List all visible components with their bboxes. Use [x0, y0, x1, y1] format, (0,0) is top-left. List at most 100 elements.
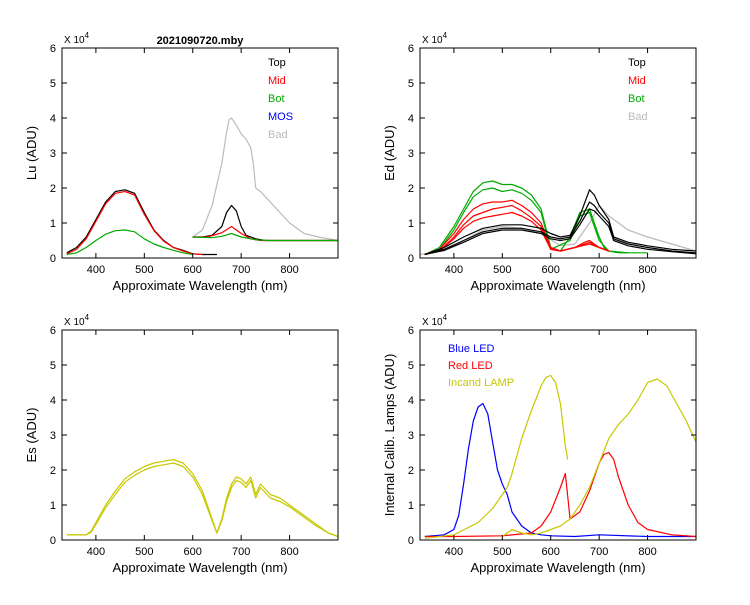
- series-group-lu: [66, 117, 338, 256]
- series-line-bot: [66, 229, 193, 256]
- series-line-bot: [424, 187, 629, 256]
- series-line-red-led: [424, 451, 696, 538]
- legend-item-bad: Bad: [628, 111, 648, 123]
- series-line-blue-led: [424, 402, 696, 538]
- y-tick-label: 1: [50, 500, 56, 512]
- x-axis-label: Approximate Wavelength (nm): [470, 278, 645, 293]
- x-tick-label: 400: [445, 264, 463, 276]
- series-line-mid: [66, 190, 203, 256]
- chart-panel-lu: 400 500 600 700 800 0 1 2 3 4 5 6 X 104 Approximate W…: [24, 31, 339, 293]
- x-tick-label: 700: [232, 546, 250, 558]
- series-line-bot: [424, 180, 648, 256]
- y-axis-label: Es (ADU): [24, 408, 39, 463]
- y-tick-label: 3: [50, 148, 56, 160]
- y-axis-label: Ed (ADU): [382, 125, 397, 181]
- x-tick-label: 400: [87, 546, 105, 558]
- series-line-top: [424, 208, 696, 256]
- y-tick-label: 5: [50, 360, 56, 372]
- legend-item-mos: MOS: [268, 111, 293, 123]
- x-tick-label: 500: [493, 264, 511, 276]
- exponent-label: X 104: [422, 31, 448, 46]
- series-group-ed: [420, 180, 696, 256]
- legend-item-bad: Bad: [268, 129, 288, 141]
- x-tick-label: 800: [280, 546, 298, 558]
- y-tick-label: 3: [408, 430, 414, 442]
- x-tick-label: 600: [542, 264, 560, 276]
- x-tick-label: 500: [493, 546, 511, 558]
- y-tick-label: 0: [408, 253, 414, 265]
- y-tick-label: 1: [408, 500, 414, 512]
- chart-panel-lamps: 400 500 600 700 800 0 1 2 3 4 5 6 X 104 Approximate W…: [382, 313, 697, 575]
- y-tick-label: 2: [408, 183, 414, 195]
- y-tick-label: 4: [408, 395, 414, 407]
- y-axis-label: Lu (ADU): [24, 126, 39, 180]
- x-tick-label: 600: [184, 546, 202, 558]
- series-line-top: [424, 189, 696, 256]
- x-tick-label: 600: [542, 546, 560, 558]
- y-tick-label: 4: [50, 395, 56, 407]
- exponent-power: 4: [443, 313, 448, 322]
- x-tick-label: 400: [87, 264, 105, 276]
- y-tick-label: 2: [50, 465, 56, 477]
- x-tick-label: 800: [638, 546, 656, 558]
- x-tick-label: 700: [590, 264, 608, 276]
- legend-item-bot: Bot: [628, 93, 645, 105]
- x-axis-label: Approximate Wavelength (nm): [470, 560, 645, 575]
- series-line-incand-lamp: [424, 374, 569, 539]
- y-tick-label: 2: [50, 183, 56, 195]
- y-tick-label: 5: [408, 360, 414, 372]
- series-line-mid: [424, 211, 610, 256]
- series-line-es: [66, 462, 338, 538]
- legend-item-mid: Mid: [628, 75, 646, 87]
- x-axis-label: Approximate Wavelength (nm): [112, 278, 287, 293]
- legend-item-top: Top: [628, 57, 646, 69]
- plot-frame: [419, 47, 697, 259]
- y-tick-label: 6: [50, 43, 56, 55]
- legend-item-mid: Mid: [268, 75, 286, 87]
- x-tick-label: 800: [638, 264, 656, 276]
- series-line-bad: [192, 117, 338, 242]
- series-line-mid: [424, 199, 610, 256]
- series-line-es: [66, 458, 338, 538]
- series-group-lamps: [424, 374, 696, 539]
- series-line-bot: [192, 232, 338, 242]
- series-line-top: [424, 201, 696, 256]
- legend-item-red-led: Red LED: [448, 360, 493, 372]
- plot-frame: [61, 47, 339, 259]
- exponent-label: X 104: [422, 313, 448, 328]
- x-tick-label: 500: [135, 264, 153, 276]
- y-tick-label: 3: [50, 430, 56, 442]
- x-tick-label: 500: [135, 546, 153, 558]
- y-tick-label: 1: [408, 218, 414, 230]
- x-tick-label: 400: [445, 546, 463, 558]
- legend-item-top: Top: [268, 57, 286, 69]
- y-tick-label: 0: [408, 535, 414, 547]
- y-tick-label: 1: [50, 218, 56, 230]
- y-axis-label: Internal Calib. Lamps (ADU): [382, 354, 397, 517]
- legend-item-incand-lamp: Incand LAMP: [448, 377, 514, 389]
- figure-title: 2021090720.mby: [157, 35, 245, 47]
- exponent-power: 4: [85, 31, 90, 40]
- y-tick-label: 0: [50, 253, 56, 265]
- series-group-es: [66, 458, 338, 538]
- exponent-label: X 104: [64, 313, 90, 328]
- legend-item-blue-led: Blue LED: [448, 343, 495, 355]
- chart-panel-ed: 400 500 600 700 800 0 1 2 3 4 5 6 X 104 Approximate W…: [382, 31, 697, 293]
- x-tick-label: 800: [280, 264, 298, 276]
- series-line-bad: [420, 204, 696, 256]
- legend-item-bot: Bot: [268, 93, 285, 105]
- y-tick-label: 4: [50, 113, 56, 125]
- y-tick-label: 6: [50, 325, 56, 337]
- series-line-incand-lamp: [501, 378, 696, 537]
- y-tick-label: 6: [408, 43, 414, 55]
- exponent-power: 4: [443, 31, 448, 40]
- y-tick-label: 5: [50, 78, 56, 90]
- y-tick-label: 0: [50, 535, 56, 547]
- exponent-label: X 104: [64, 31, 90, 46]
- chart-panel-es: 400 500 600 700 800 0 1 2 3 4 5 6 X 104 Approximate W…: [24, 313, 339, 575]
- exponent-power: 4: [85, 313, 90, 322]
- y-tick-label: 6: [408, 325, 414, 337]
- x-tick-label: 600: [184, 264, 202, 276]
- x-tick-label: 700: [232, 264, 250, 276]
